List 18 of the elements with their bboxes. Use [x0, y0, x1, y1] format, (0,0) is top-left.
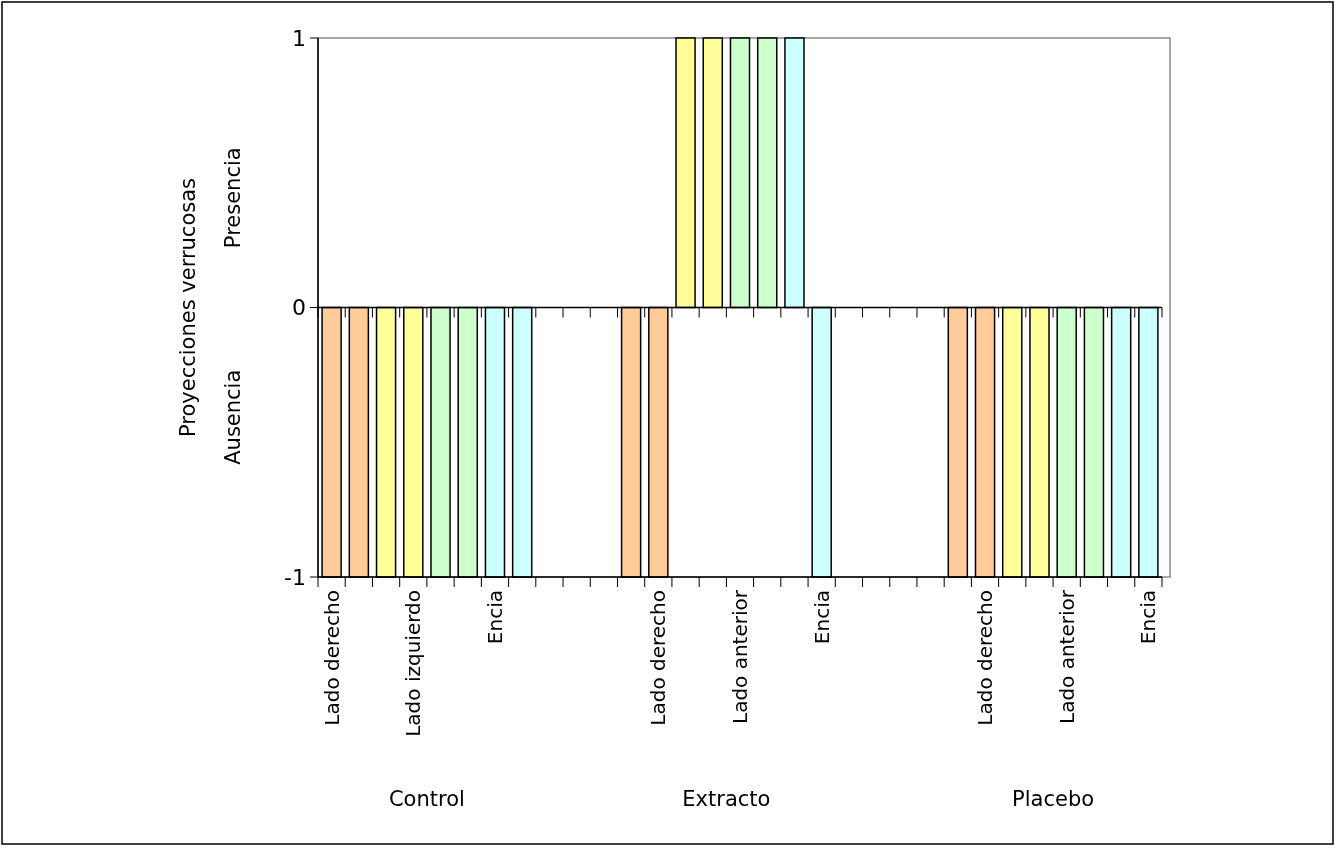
x-tick-label: Lado derecho — [646, 590, 671, 726]
x-tick-label: Lado derecho — [319, 590, 344, 726]
text: Extracto — [682, 787, 771, 811]
text: Control — [388, 787, 465, 811]
y-tick-label: -1 — [284, 564, 306, 590]
x-tick-label: Lado izquierdo — [401, 590, 426, 737]
text: Presencia — [221, 147, 245, 249]
x-tick-label: Lado derecho — [973, 590, 998, 726]
y-axis-title: Proyecciones verrucosas — [176, 178, 200, 437]
text: Placebo — [1012, 787, 1095, 811]
x-tick-label: Encia — [809, 590, 834, 645]
x-tick-label: Encia — [1136, 590, 1161, 645]
x-tick-label: Lado anterior — [728, 589, 752, 725]
y-tick-label: 1 — [292, 25, 306, 51]
x-tick-label: Lado anterior — [1054, 589, 1079, 725]
x-tick-label: Encia — [482, 590, 507, 645]
y-tick-label: 0 — [292, 295, 306, 321]
text: Ausencia — [221, 369, 245, 465]
